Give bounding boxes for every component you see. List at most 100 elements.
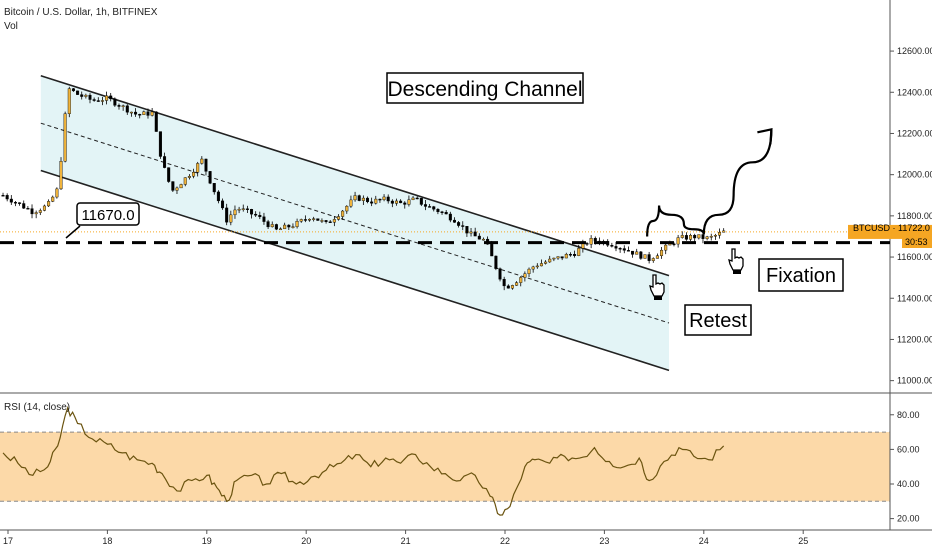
candle-body xyxy=(117,105,121,107)
candle-body xyxy=(163,156,167,168)
channel-title: Descending Channel xyxy=(388,78,583,101)
candle-body xyxy=(394,200,398,204)
channel-midline xyxy=(40,122,670,324)
candle-body xyxy=(660,249,664,256)
rsi-tick-label: 60.00 xyxy=(897,444,920,454)
candle-body xyxy=(701,234,705,239)
time-tick-label: 22 xyxy=(500,536,510,546)
candle-body xyxy=(320,220,324,222)
candle-body xyxy=(13,202,17,204)
symbol-title: Bitcoin / U.S. Dollar, 1h, BITFINEX xyxy=(4,7,158,18)
time-tick-label: 19 xyxy=(202,536,212,546)
price-tick-label: 12400.00 xyxy=(897,87,932,97)
time-tick-label: 24 xyxy=(699,536,709,546)
candle-body xyxy=(440,211,444,214)
candle-body xyxy=(593,238,597,242)
candle-body xyxy=(680,235,684,238)
candle-body xyxy=(552,257,556,260)
rsi-label: RSI (14, close) xyxy=(4,402,70,413)
candle-body xyxy=(100,100,104,102)
candle-body xyxy=(506,285,510,289)
candle-body xyxy=(515,282,519,286)
candle-body xyxy=(535,265,539,268)
candle-body xyxy=(693,235,697,239)
candle-body xyxy=(138,114,142,116)
candle-body xyxy=(407,199,411,205)
candle-body xyxy=(655,255,659,259)
last-price-label: BTCUSD · 11722.0 xyxy=(853,223,930,233)
candle-body xyxy=(564,254,568,259)
candle-body xyxy=(295,221,299,227)
candle-body xyxy=(664,244,668,251)
candle-body xyxy=(237,208,241,211)
candle-body xyxy=(452,219,456,223)
price-tick-label: 11400.00 xyxy=(897,293,932,303)
time-tick-label: 25 xyxy=(798,536,808,546)
candle-body xyxy=(9,198,13,203)
candle-body xyxy=(328,221,332,223)
candle-body xyxy=(308,218,312,221)
candle-body xyxy=(697,234,701,239)
candle-body xyxy=(415,197,419,200)
candle-body xyxy=(527,268,531,274)
candle-body xyxy=(274,224,278,230)
retest-label: Retest xyxy=(689,310,747,332)
candle-body xyxy=(245,208,249,210)
candle-body xyxy=(423,204,427,207)
countdown-label: 30:53 xyxy=(905,237,928,247)
candle-body xyxy=(241,208,245,210)
candle-body xyxy=(38,210,42,213)
price-tick-label: 11600.00 xyxy=(897,252,932,262)
candle-body xyxy=(639,251,643,259)
candle-body xyxy=(171,181,175,191)
candle-body xyxy=(643,254,647,259)
candle-body xyxy=(200,158,204,164)
candle-body xyxy=(262,216,266,222)
candle-body xyxy=(705,236,709,239)
candle-body xyxy=(225,207,229,223)
candle-body xyxy=(266,221,270,228)
candle-body xyxy=(341,210,345,217)
candle-body xyxy=(713,235,717,237)
candle-body xyxy=(349,199,353,207)
price-tick-label: 11200.00 xyxy=(897,334,932,344)
price-tick-label: 11800.00 xyxy=(897,211,932,221)
hand-pointer-icon xyxy=(649,274,665,300)
candle-body xyxy=(158,131,162,157)
candle-body xyxy=(258,214,262,218)
candle-body xyxy=(382,196,386,200)
candle-body xyxy=(519,277,523,283)
candle-body xyxy=(556,256,560,259)
candle-body xyxy=(709,236,713,238)
candle-body xyxy=(498,268,502,280)
candle-body xyxy=(635,251,639,255)
rsi-tick-label: 20.00 xyxy=(897,514,920,524)
candle-body xyxy=(154,111,158,132)
candle-body xyxy=(18,202,22,204)
rsi-line xyxy=(0,405,890,516)
candle-body xyxy=(167,167,171,182)
descending-channel xyxy=(0,75,890,372)
candle-body xyxy=(457,222,461,226)
candle-body xyxy=(279,228,283,231)
candle-body xyxy=(312,218,316,220)
candle-body xyxy=(560,256,564,259)
candle-body xyxy=(577,248,581,256)
candle-body xyxy=(80,94,84,97)
candle-body xyxy=(63,113,67,162)
candle-body xyxy=(544,261,548,264)
candle-body xyxy=(345,205,349,212)
candle-body xyxy=(403,202,407,205)
candle-body xyxy=(183,177,187,185)
candle-body xyxy=(96,100,100,102)
candle-body xyxy=(208,171,212,184)
candle-body xyxy=(212,183,216,193)
candle-body xyxy=(146,111,150,116)
volume-label: Vol xyxy=(4,21,18,32)
candle-body xyxy=(71,88,75,92)
time-tick-label: 20 xyxy=(301,536,311,546)
candle-body xyxy=(204,158,208,172)
candle-body xyxy=(419,197,423,205)
candle-body xyxy=(34,212,38,215)
